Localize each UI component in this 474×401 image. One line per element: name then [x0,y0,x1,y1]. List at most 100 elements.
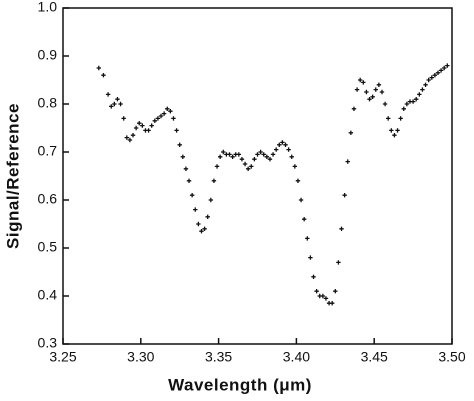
data-point [292,164,298,169]
data-point [364,89,369,95]
data-point [158,113,164,119]
x-axis-label: Wavelength (μm) [168,375,312,394]
data-point [205,214,210,219]
data-point [105,92,111,97]
data-point [101,73,106,78]
data-point [420,87,425,92]
data-point [392,133,397,138]
data-point [270,152,276,157]
data-point [208,197,214,203]
data-point [180,154,186,159]
data-point [339,226,344,231]
data-point [351,106,357,111]
data-point [214,164,220,169]
data-point [354,87,360,92]
data-point [442,65,447,71]
x-tick-label: 3.30 [127,349,154,365]
data-point [308,255,313,260]
data-point [438,68,444,73]
data-point [426,77,431,83]
data-point [280,140,285,145]
data-point [320,293,326,299]
data-point [435,70,441,75]
data-point [382,101,388,107]
data-point [137,121,142,126]
data-point [389,128,394,133]
data-point [183,166,189,171]
data-point [314,289,319,294]
data-point [379,89,385,95]
data-point [193,207,198,212]
data-point [305,236,310,241]
data-point [301,217,307,222]
data-point [146,128,151,133]
data-point [115,97,120,102]
data-point [133,125,139,131]
data-point [311,274,316,279]
data-point [258,149,263,155]
data-point [124,135,129,140]
data-point [414,97,419,102]
data-point [367,97,372,102]
data-point [289,154,294,159]
data-point [298,197,304,203]
x-tick-label: 3.45 [361,349,388,365]
data-point [398,116,403,121]
data-point [96,65,101,71]
y-axis-label: Signal/Reference [3,103,22,249]
data-point [295,178,301,183]
data-point [323,296,329,301]
y-tick-label: 0.5 [38,239,58,255]
data-point [417,92,422,97]
data-point [361,80,366,85]
data-point [199,229,204,234]
y-tick-label: 0.3 [38,335,58,351]
data-point [217,154,223,159]
data-point [242,161,248,167]
data-point [161,111,167,116]
data-point [227,152,232,157]
data-point [252,157,257,162]
data-point [255,152,260,157]
data-point [336,260,341,265]
data-point [333,289,338,294]
x-tick-label: 3.35 [205,349,232,365]
data-point [152,118,158,123]
y-tick-label: 0.4 [38,287,58,303]
data-point [264,154,270,159]
data-point [348,130,354,135]
data-point [273,147,279,152]
y-tick-label: 0.9 [38,47,58,63]
y-tick-label: 0.8 [38,95,58,111]
data-point [386,116,391,121]
data-point [168,109,173,114]
data-point [373,87,378,92]
data-point [249,164,254,169]
y-tick-label: 0.6 [38,191,58,207]
data-point [410,99,416,104]
data-point [376,82,382,87]
x-tick-label: 3.50 [438,349,465,365]
data-point [404,101,410,107]
data-point [401,106,406,111]
data-point [189,193,195,198]
data-point [432,73,438,78]
data-point [211,178,217,183]
data-point [283,142,288,147]
data-point [118,101,123,107]
data-point [121,116,126,121]
data-point [423,82,428,87]
data-point [155,116,161,121]
data-point [112,101,117,107]
data-point [196,221,201,227]
data-point [345,159,350,164]
data-point [202,226,207,231]
plot-frame [62,7,453,345]
data-point [230,154,235,159]
data-point [236,152,242,157]
y-tick-label: 0.7 [38,143,58,159]
data-point [245,166,251,171]
data-point [171,116,176,121]
x-tick-label: 3.40 [283,349,310,365]
